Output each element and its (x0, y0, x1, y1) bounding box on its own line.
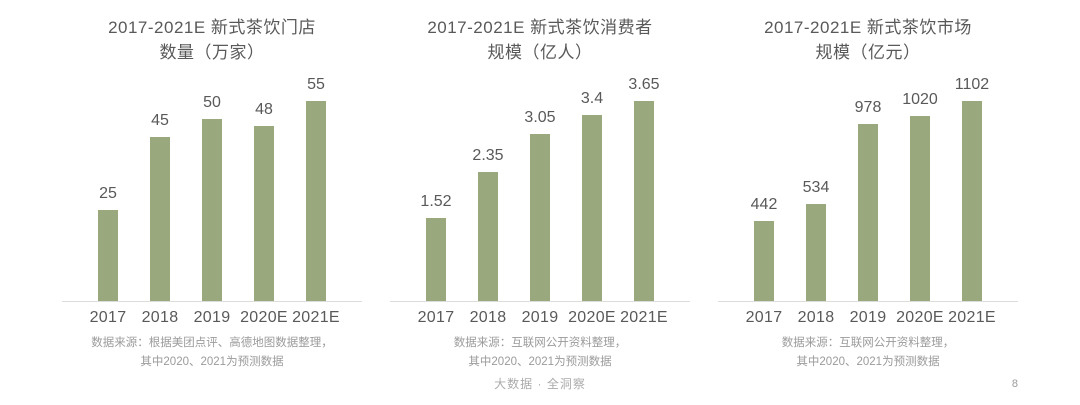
footer-title: 大数据 · 全洞察 (494, 377, 586, 391)
bar (150, 137, 170, 302)
bar (962, 101, 982, 302)
bar-value-label: 2.35 (472, 147, 504, 165)
bar-cell: 978 (842, 99, 894, 302)
source-note-line1: 数据来源：互联网公开资料整理， (453, 337, 627, 350)
bar (754, 221, 774, 302)
charts-row: 2017-2021E 新式茶饮门店 数量（万家） 25 45 50 48 55 2017… (62, 16, 1018, 371)
chart-market-size: 2017-2021E 新式茶饮市场 规模（亿元） 442 534 978 1020 11… (718, 16, 1018, 371)
chart-title-line2: 规模（亿元） (815, 42, 921, 62)
chart-title: 2017-2021E 新式茶饮市场 规模（亿元） (718, 16, 1018, 65)
x-axis-tick-label: 2017 (745, 309, 783, 327)
bar-value-label: 1020 (902, 91, 938, 109)
x-axis-tick-label: 2021E (948, 309, 996, 327)
bar-value-label: 442 (750, 196, 778, 214)
source-note-line1: 数据来源：根据美团点评、高德地图数据整理， (91, 337, 333, 350)
x-axis-tick-label: 2020E (568, 309, 616, 327)
bar-value-label: 978 (854, 99, 882, 117)
bar-value-label: 48 (255, 101, 273, 119)
bar-plot: 442 534 978 1020 1102 (718, 69, 1018, 303)
bar (478, 172, 498, 302)
x-axis: 2017 2018 2019 2020E 2021E (390, 302, 690, 327)
bar-value-label: 50 (203, 94, 221, 112)
bar-value-label: 25 (99, 185, 117, 203)
bar (634, 101, 654, 302)
bar-cell: 45 (134, 112, 186, 302)
bar-cell: 1.52 (410, 193, 462, 302)
source-note: 数据来源：根据美团点评、高德地图数据整理， 其中2020、2021为预测数据 (62, 334, 362, 371)
bar (582, 115, 602, 302)
x-axis-tick-label: 2018 (141, 309, 179, 327)
bar-cell: 55 (290, 76, 342, 302)
bar (98, 210, 118, 302)
bar (806, 204, 826, 302)
source-note-line2: 其中2020、2021为预测数据 (468, 355, 612, 368)
bar-value-label: 534 (802, 179, 830, 197)
bar (858, 124, 878, 302)
bar (530, 134, 550, 302)
source-note-line1: 数据来源：互联网公开资料整理， (781, 337, 955, 350)
bar-cell: 534 (790, 179, 842, 302)
x-axis-tick-label: 2017 (89, 309, 127, 327)
bar-cell: 48 (238, 101, 290, 302)
x-axis: 2017 2018 2019 2020E 2021E (62, 302, 362, 327)
bar-cell: 25 (82, 185, 134, 302)
x-axis-tick-label: 2020E (240, 309, 288, 327)
chart-title-line2: 规模（亿人） (487, 42, 593, 62)
bar-value-label: 1.52 (420, 193, 452, 211)
bar-value-label: 3.05 (524, 109, 556, 127)
bar-cell: 2.35 (462, 147, 514, 302)
bar-plot: 25 45 50 48 55 (62, 69, 362, 303)
x-axis-tick-label: 2019 (849, 309, 887, 327)
x-axis-tick-label: 2018 (469, 309, 507, 327)
x-axis-tick-label: 2021E (292, 309, 340, 327)
bar-value-label: 3.4 (580, 90, 604, 108)
chart-title: 2017-2021E 新式茶饮门店 数量（万家） (62, 16, 362, 65)
bar-value-label: 55 (307, 76, 325, 94)
bar-cell: 3.65 (618, 76, 670, 302)
chart-title-line1: 2017-2021E 新式茶饮市场 (764, 18, 972, 37)
bar-cell: 1102 (946, 76, 998, 302)
source-note-line2: 其中2020、2021为预测数据 (140, 355, 284, 368)
bar (910, 116, 930, 302)
bar-cell: 3.05 (514, 109, 566, 302)
bar-plot: 1.52 2.35 3.05 3.4 3.65 (390, 69, 690, 303)
chart-title-line1: 2017-2021E 新式茶饮消费者 (427, 18, 653, 37)
bar-value-label: 3.65 (628, 76, 660, 94)
bar-cell: 442 (738, 196, 790, 302)
x-axis-tick-label: 2020E (896, 309, 944, 327)
bar (202, 119, 222, 302)
chart-title: 2017-2021E 新式茶饮消费者 规模（亿人） (390, 16, 690, 65)
source-note: 数据来源：互联网公开资料整理， 其中2020、2021为预测数据 (718, 334, 1018, 371)
bar-cell: 50 (186, 94, 238, 302)
x-axis-tick-label: 2019 (193, 309, 231, 327)
source-note-line2: 其中2020、2021为预测数据 (796, 355, 940, 368)
page-number: 8 (1011, 378, 1018, 390)
bar-value-label: 1102 (954, 76, 990, 94)
chart-store-count: 2017-2021E 新式茶饮门店 数量（万家） 25 45 50 48 55 2017… (62, 16, 362, 371)
bar-cell: 3.4 (566, 90, 618, 302)
x-axis-tick-label: 2019 (521, 309, 559, 327)
bar (254, 126, 274, 302)
x-axis-tick-label: 2017 (417, 309, 455, 327)
x-axis-tick-label: 2021E (620, 309, 668, 327)
bar (426, 218, 446, 302)
chart-consumer-scale: 2017-2021E 新式茶饮消费者 规模（亿人） 1.52 2.35 3.05 3.… (390, 16, 690, 371)
bar-cell: 1020 (894, 91, 946, 302)
chart-title-line2: 数量（万家） (159, 42, 265, 62)
bar (306, 101, 326, 302)
bar-value-label: 45 (151, 112, 169, 130)
x-axis: 2017 2018 2019 2020E 2021E (718, 302, 1018, 327)
source-note: 数据来源：互联网公开资料整理， 其中2020、2021为预测数据 (390, 334, 690, 371)
x-axis-tick-label: 2018 (797, 309, 835, 327)
chart-title-line1: 2017-2021E 新式茶饮门店 (108, 18, 316, 37)
